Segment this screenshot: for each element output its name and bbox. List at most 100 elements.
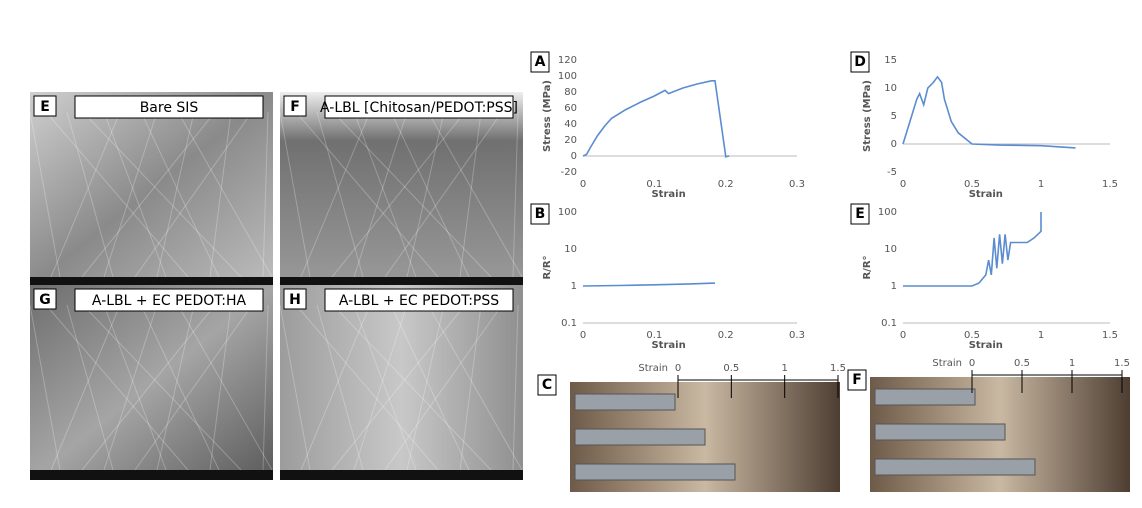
info-bar xyxy=(30,470,273,480)
texture xyxy=(81,304,216,471)
y-tick-label: 20 xyxy=(564,135,577,146)
y-axis-label: R/R° xyxy=(542,255,553,279)
texture xyxy=(512,111,519,278)
sem-image xyxy=(280,92,523,287)
x-tick-label: 1.5 xyxy=(1102,179,1118,190)
label-box xyxy=(530,51,550,73)
texture xyxy=(140,304,220,471)
scale-tick-label: 0.5 xyxy=(1014,358,1030,369)
texture xyxy=(177,111,273,278)
x-tick-label: 0 xyxy=(900,179,906,190)
info-bar xyxy=(280,470,523,480)
sem-images: E Bare SIS F A-LBL [Chitosan/PEDOT:PSS] G A-L… xyxy=(29,92,523,480)
y-tick-label: 5 xyxy=(891,111,897,122)
texture xyxy=(353,111,408,278)
x-axis-label: Strain xyxy=(651,340,685,351)
y-tick-label: 0 xyxy=(571,151,577,162)
label-box xyxy=(530,203,550,225)
panel-label: H xyxy=(289,292,301,308)
texture xyxy=(156,304,195,471)
texture xyxy=(50,111,121,278)
scale-tick-label: 0.5 xyxy=(723,363,739,374)
texture xyxy=(295,304,439,471)
sem-image xyxy=(30,285,273,480)
data-line xyxy=(582,282,716,287)
texture xyxy=(353,111,417,278)
caption-box xyxy=(74,288,264,312)
y-tick-label: 120 xyxy=(558,55,577,66)
y-tick-label: 80 xyxy=(564,87,577,98)
texture xyxy=(459,111,482,278)
y-tick-label: 10 xyxy=(884,83,897,94)
panel-label: B xyxy=(535,206,546,222)
texture xyxy=(316,111,364,278)
texture xyxy=(295,111,439,278)
texture xyxy=(331,304,466,471)
caption: A-LBL + EC PEDOT:HA xyxy=(92,293,247,309)
texture xyxy=(103,111,158,278)
scale-tick-label: 1 xyxy=(1069,358,1075,369)
texture xyxy=(331,111,466,278)
texture xyxy=(316,304,364,471)
texture xyxy=(384,111,503,278)
x-tick-label: 0.3 xyxy=(789,330,805,341)
texture xyxy=(50,304,121,471)
y-tick-label: 15 xyxy=(884,55,897,66)
label-box xyxy=(847,369,867,391)
caption: A-LBL + EC PEDOT:PSS xyxy=(339,293,499,309)
texture xyxy=(140,111,220,278)
x-tick-label: 1 xyxy=(1038,179,1044,190)
panel-label: F xyxy=(290,99,300,115)
x-tick-label: 0.5 xyxy=(964,179,980,190)
x-tick-label: 0.3 xyxy=(789,179,805,190)
y-axis-label: R/R° xyxy=(862,255,873,279)
x-tick-label: 0 xyxy=(580,179,586,190)
caption: A-LBL [Chitosan/PEDOT:PSS] xyxy=(320,100,518,116)
scale-tick-label: 1.5 xyxy=(830,363,846,374)
texture xyxy=(29,304,61,471)
y-tick-label: 0 xyxy=(891,139,897,150)
y-tick-label: 100 xyxy=(878,207,897,218)
texture xyxy=(300,304,371,471)
texture xyxy=(384,304,503,471)
sem-image xyxy=(30,92,273,287)
x-tick-label: 0.1 xyxy=(646,179,662,190)
texture xyxy=(459,304,482,471)
sample-strip xyxy=(874,388,976,406)
texture xyxy=(103,304,158,471)
data-line xyxy=(903,212,1042,287)
label-box xyxy=(283,95,307,117)
texture xyxy=(177,304,273,471)
scale-tick-label: 1.5 xyxy=(1114,358,1130,369)
texture xyxy=(66,304,114,471)
texture xyxy=(390,111,470,278)
panel-label: G xyxy=(39,292,51,308)
scale-tick-label: 0 xyxy=(675,363,681,374)
x-tick-label: 0.1 xyxy=(646,330,662,341)
panel-label: A xyxy=(535,54,546,70)
label-box xyxy=(33,95,57,117)
x-tick-label: 0.2 xyxy=(718,330,734,341)
x-axis-label: Strain xyxy=(969,189,1003,200)
scale-tick-label: 0 xyxy=(969,358,975,369)
label-box xyxy=(850,203,870,225)
texture xyxy=(332,111,492,278)
label-box xyxy=(283,288,307,310)
data-line xyxy=(902,75,1076,149)
texture xyxy=(66,111,114,278)
texture xyxy=(103,304,167,471)
texture xyxy=(427,111,523,278)
texture xyxy=(82,304,242,471)
y-tick-label: -5 xyxy=(887,167,897,178)
panel-label: F xyxy=(852,372,862,388)
texture xyxy=(512,304,519,471)
y-tick-label: -20 xyxy=(561,167,577,178)
texture xyxy=(262,111,269,278)
texture xyxy=(209,304,232,471)
scale-label: Strain xyxy=(638,363,668,374)
scale-tick-label: 1 xyxy=(781,363,787,374)
x-tick-label: 0 xyxy=(580,330,586,341)
caption-box xyxy=(74,95,264,119)
y-tick-label: 100 xyxy=(558,71,577,82)
